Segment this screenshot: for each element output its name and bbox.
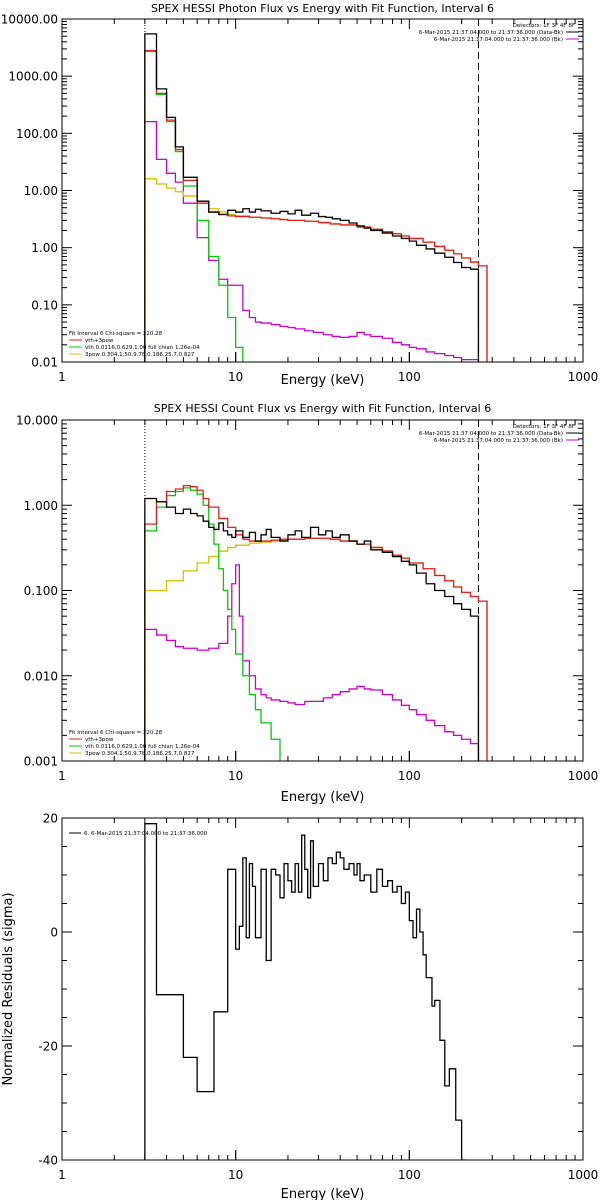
x-tick-label: 100 (398, 1168, 421, 1182)
y-tick-label: 10000.00 (1, 13, 58, 27)
y-tick-label: 100.00 (16, 127, 58, 141)
plot-area (144, 823, 466, 1160)
x-tick-label: 100 (398, 370, 421, 384)
plot-area (144, 420, 488, 761)
legend-top-entry: 6-Mar-2015 21:37:04.000 to 21:37:36.000 … (419, 30, 563, 36)
legend-bottom-entry: vth 0.0116,0.629,1.00 full chian 1.26e-0… (85, 744, 200, 750)
legend-bottom-entry: vth 0.0116,0.629,1.00 full chian 1.26e-0… (85, 345, 200, 351)
x-axis-label: Energy (keV) (281, 790, 365, 805)
x-tick-label: 10 (228, 1168, 243, 1182)
legend-bottom-entry: 3pow 0.304,1.50,9.78,0.186,25.7,0.827 (85, 751, 195, 757)
y-tick-label: 0.010 (24, 669, 58, 683)
x-axis-label: Energy (keV) (281, 1187, 365, 1200)
x-tick-label: 1000 (568, 370, 599, 384)
y-tick-label: -20 (38, 1040, 58, 1054)
x-tick-label: 10 (228, 769, 243, 783)
y-tick-label: 0 (50, 926, 58, 940)
x-tick-label: 100 (398, 769, 421, 783)
y-tick-label: 1.000 (24, 499, 58, 513)
y-axis-label: Normalized Residuals (sigma) (1, 892, 16, 1085)
chart-title: SPEX HESSI Photon Flux vs Energy with Fi… (151, 2, 494, 15)
y-tick-label: -40 (38, 1154, 58, 1168)
plot-frame (61, 419, 584, 762)
legend-bottom-entry: 3pow 0.304,1.50,9.78,0.186,25.7,0.827 (85, 352, 195, 358)
legend-bottom-entry: vth+3pow (85, 338, 114, 344)
series-powerlaw-3 (144, 537, 488, 761)
x-tick-label: 1000 (568, 1168, 599, 1182)
plot-frame (61, 817, 584, 1161)
legend-top-entry: Detectors: 1F 3F 4F 8F (513, 424, 575, 430)
series-data-0 (144, 497, 480, 761)
series-data-0 (144, 823, 466, 1160)
legend-top-entry: 6-Mar-2015 21:37:04.000 to 21:37:36.000 … (419, 431, 563, 437)
y-tick-label: 20 (43, 812, 58, 826)
y-tick-label: 10.000 (16, 414, 58, 428)
legend-bottom-entry: Fit Interval 6 Chi-square = 220.28 (69, 730, 163, 736)
chart-title: SPEX HESSI Count Flux vs Energy with Fit… (154, 402, 491, 415)
chart-2: SPEX HESSI Count Flux vs Energy with Fit… (16, 402, 598, 805)
chart-3: 1 10 100 1000 -40 -20 0 20 Energy (keV) Normalize… (1, 812, 599, 1203)
legend-bottom-entry: vth+3pow (85, 737, 114, 743)
legend-bottom-entry: Fit Interval 6 Chi-square = 220.28 (69, 331, 163, 337)
series-background-4 (144, 564, 480, 761)
series-data-0 (144, 33, 480, 362)
legend-top-entry: 6-Mar-2015 21:37:04.000 to 21:37:36.000 … (434, 37, 563, 43)
y-tick-label: 0.001 (24, 755, 58, 769)
y-tick-label: 10.00 (24, 184, 58, 198)
series-background-4 (144, 121, 480, 362)
legend-top-entry: 6-Mar-2015 21:37:04.000 to 21:37:36.000 … (434, 438, 563, 444)
series-thermal-2 (144, 50, 244, 362)
x-tick-label: 1 (58, 1168, 66, 1182)
legend-top-entry: Detectors: 1F 3F 4F 8F (513, 23, 575, 29)
y-tick-label: 0.100 (24, 584, 58, 598)
y-tick-label: 0.10 (31, 298, 58, 312)
series-total-1 (144, 484, 488, 761)
plot-frame (61, 18, 584, 363)
x-tick-label: 1 (58, 769, 66, 783)
plot-area (144, 19, 488, 362)
series-thermal-2 (144, 487, 281, 761)
y-tick-label: 1.00 (31, 241, 58, 255)
chart-1: SPEX HESSI Photon Flux vs Energy with Fi… (1, 2, 599, 388)
series-powerlaw-3 (144, 178, 488, 362)
y-tick-label: 0.01 (31, 356, 58, 370)
y-tick-label: 1000.00 (8, 70, 58, 84)
x-tick-label: 10 (228, 370, 243, 384)
x-tick-label: 1 (58, 370, 66, 384)
x-tick-label: 1000 (568, 769, 599, 783)
x-axis-label: Energy (keV) (281, 373, 365, 388)
legend-top-left-entry: 6. 6-Mar-2015 21:37:04.000 to 21:37:36.0… (84, 831, 208, 837)
